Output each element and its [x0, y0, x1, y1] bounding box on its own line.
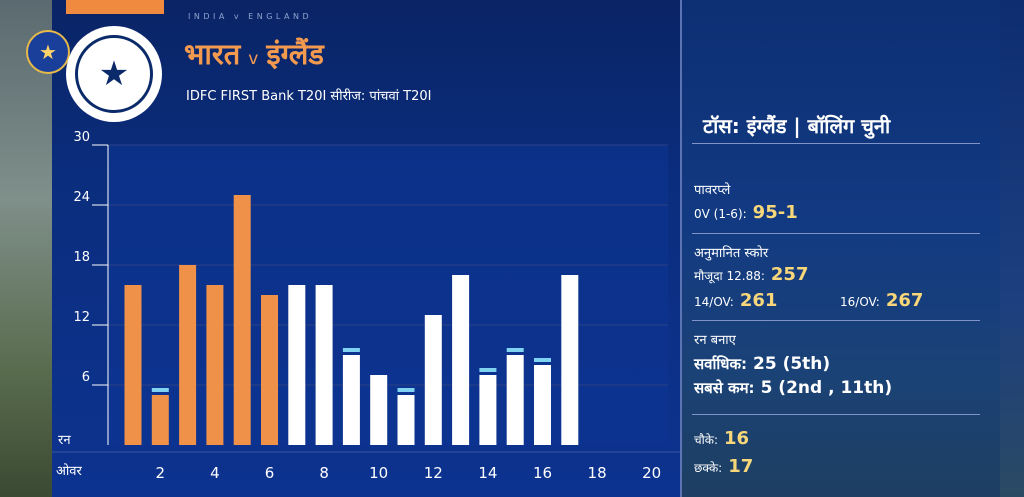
- bar-over-7: [288, 285, 306, 445]
- bar-over-11: [397, 395, 415, 445]
- bar-over-9: [342, 355, 360, 445]
- powerplay-divider: [692, 233, 980, 234]
- runs-heading: रन बनाए: [694, 333, 736, 348]
- matchup-small-text: INDIA v ENGLAND: [188, 12, 313, 21]
- fours-row: चौके: 16: [694, 428, 749, 449]
- wicket-marker-over-16: [534, 358, 551, 362]
- toss-divider: [692, 143, 980, 144]
- runs-max-value: 25 (5th): [753, 354, 831, 374]
- x-axis-title: ओवर: [56, 463, 83, 479]
- sixes-label: छक्के:: [694, 461, 723, 475]
- y-tick-label: 12: [73, 310, 90, 325]
- y-axis-title: रन: [58, 433, 71, 448]
- y-tick-label: 18: [73, 250, 90, 265]
- y-tick-label: 6: [82, 370, 90, 385]
- bar-over-2: [151, 395, 169, 445]
- runs-min-row: सबसे कम: 5 (2nd , 11th): [694, 378, 892, 398]
- bar-over-16: [534, 365, 551, 445]
- projected-current-value: 257: [770, 264, 809, 285]
- vs-text: v: [248, 49, 259, 69]
- x-tick-label: 10: [369, 464, 388, 482]
- matchup-title: भारत v इंग्लैंड: [184, 34, 324, 73]
- projected-14-label: 14/OV:: [694, 295, 734, 309]
- team2-name: इंग्लैंड: [266, 37, 324, 71]
- projected-14-value: 261: [739, 290, 778, 311]
- projected-16-value: 267: [885, 290, 924, 311]
- projected-16-row: 16/OV: 267: [840, 290, 923, 311]
- left-background-photo: [0, 0, 52, 497]
- bcci-small-logo-icon: ★: [26, 30, 70, 74]
- sixes-value: 17: [728, 456, 754, 477]
- runs-max-label: सर्वाधिक:: [694, 355, 747, 373]
- fours-label: चौके:: [694, 433, 718, 447]
- runs-min-label: सबसे कम:: [694, 379, 755, 397]
- bar-over-4: [206, 285, 224, 445]
- projected-heading: अनुमानित स्कोर: [694, 246, 769, 261]
- bar-over-5: [233, 195, 251, 445]
- bar-over-1: [124, 285, 142, 445]
- y-tick-label: 24: [73, 190, 90, 205]
- bar-over-6: [261, 295, 278, 445]
- bar-over-3: [179, 265, 197, 445]
- panel-divider: [680, 0, 682, 497]
- bar-over-14: [479, 375, 497, 445]
- x-tick-label: 20: [642, 464, 661, 482]
- runs-max-row: सर्वाधिक: 25 (5th): [694, 354, 830, 374]
- runs-divider: [692, 414, 980, 415]
- wicket-marker-over-14: [479, 368, 497, 372]
- x-tick-label: 4: [210, 464, 220, 482]
- sixes-row: छक्के: 17: [694, 456, 753, 477]
- projected-14-row: 14/OV: 261: [694, 290, 777, 311]
- x-tick-label: 14: [478, 464, 497, 482]
- powerplay-row: 0V (1-6): 95-1: [694, 202, 798, 223]
- powerplay-heading: पावरप्ले: [694, 183, 731, 198]
- projected-current-row: मौजूदा 12.88: 257: [694, 264, 808, 285]
- bar-over-15: [506, 355, 524, 445]
- x-tick-label: 6: [265, 464, 275, 482]
- powerplay-value: 95-1: [752, 202, 798, 223]
- x-tick-label: 8: [319, 464, 329, 482]
- bar-over-10: [370, 375, 388, 445]
- wicket-marker-over-2: [151, 388, 169, 392]
- projected-current-label: मौजूदा 12.88:: [694, 269, 765, 283]
- bcci-logo-icon: ★: [66, 26, 162, 122]
- runs-min-value: 5 (2nd , 11th): [760, 378, 893, 398]
- orange-accent-tab: [66, 0, 164, 14]
- x-tick-label: 2: [156, 464, 166, 482]
- wicket-marker-over-11: [397, 388, 415, 392]
- bar-over-17: [561, 275, 579, 445]
- projected-divider: [692, 320, 980, 321]
- x-tick-label: 16: [533, 464, 552, 482]
- powerplay-label: 0V (1-6):: [694, 207, 747, 221]
- wicket-marker-over-9: [342, 348, 360, 352]
- bar-over-13: [452, 275, 470, 445]
- wicket-marker-over-15: [506, 348, 524, 352]
- x-tick-label: 18: [588, 464, 607, 482]
- y-tick-label: 30: [73, 130, 90, 145]
- series-subtitle: IDFC FIRST Bank T20I सीरीज: पांचवां T20I: [186, 89, 432, 104]
- bar-over-8: [315, 285, 333, 445]
- right-background-photo: [1000, 0, 1024, 497]
- fours-value: 16: [724, 428, 750, 449]
- bar-over-12: [424, 315, 442, 445]
- x-tick-label: 12: [424, 464, 443, 482]
- toss-info: टॉस: इंग्लैंड | बॉलिंग चुनी: [703, 114, 891, 138]
- team1-name: भारत: [184, 37, 241, 71]
- projected-16-label: 16/OV:: [840, 295, 880, 309]
